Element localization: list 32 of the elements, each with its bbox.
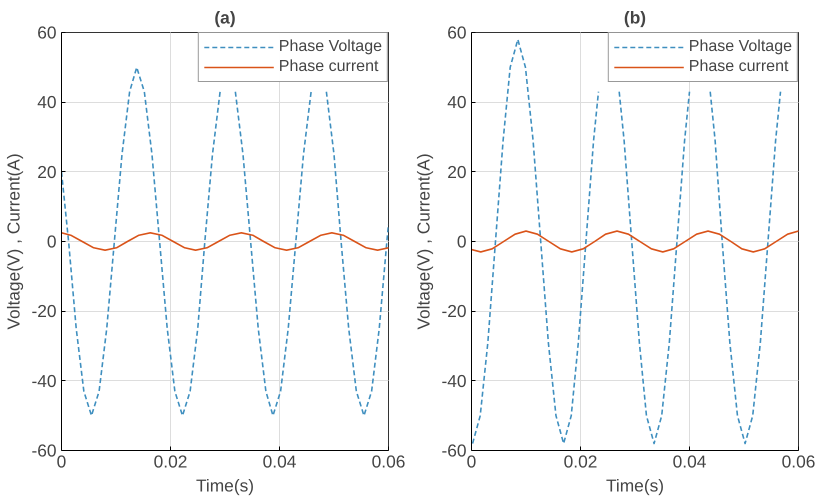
y-tick-label: 20 [37,162,57,182]
y-tick-label: 20 [447,162,467,182]
chart-title: (b) [624,8,646,28]
y-tick-label: 40 [447,92,467,112]
y-tick-label: 0 [46,232,57,252]
y-axis-title: Voltage(V) , Current(A) [3,153,24,330]
y-tick-label: -40 [31,370,56,391]
legend-label: Phase Voltage [278,38,382,56]
y-tick-label: 60 [447,22,467,42]
line-series [62,232,388,252]
x-tick-label: 0.06 [782,452,816,472]
y-tick-label: -60 [441,440,466,460]
x-tick-label: 0.04 [672,452,707,472]
y-tick-label: -20 [441,301,466,322]
x-tick-label: 0.02 [154,452,188,472]
x-tick-label: 0.06 [372,452,406,472]
x-tick-label: 0.02 [564,452,598,472]
legend-label: Phase Voltage [688,38,792,56]
x-tick-label: 0.04 [262,452,297,472]
y-tick-label: 0 [456,232,467,252]
x-axis-title: Time(s) [196,476,254,496]
legend-label: Phase current [278,58,378,76]
x-axis-title: Time(s) [606,476,664,496]
legend-label: Phase current [688,58,788,76]
y-tick-label: -20 [31,301,56,322]
chart-title: (a) [214,8,236,28]
y-tick-label: 60 [37,22,57,42]
y-tick-label: -40 [441,370,466,391]
y-tick-label: 40 [37,92,57,112]
y-tick-label: -60 [31,440,56,460]
y-axis-title: Voltage(V) , Current(A) [413,153,434,330]
line-series [472,230,798,253]
